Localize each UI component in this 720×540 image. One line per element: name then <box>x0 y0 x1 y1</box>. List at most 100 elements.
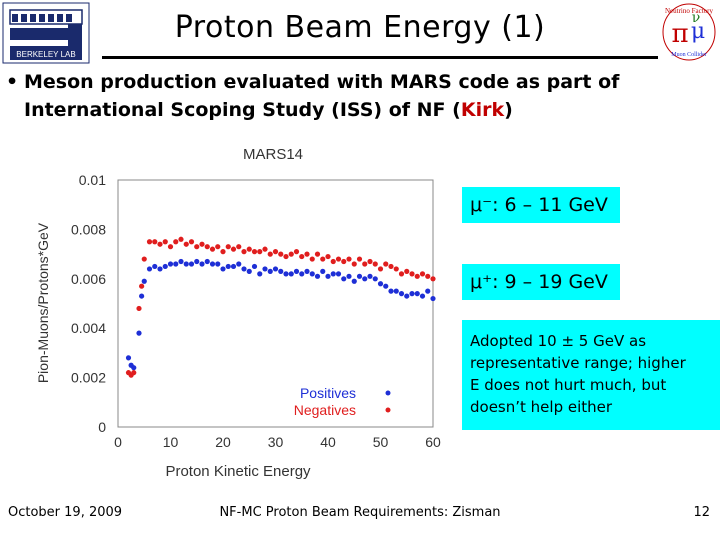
data-point-positives <box>430 295 436 302</box>
note-line-1: Adopted 10 ± 5 GeV as <box>470 332 647 350</box>
data-point-positives <box>320 268 326 274</box>
data-point-positives <box>178 258 184 265</box>
data-point-negatives <box>430 276 436 282</box>
data-point-positives <box>341 276 347 282</box>
data-point-negatives <box>131 370 137 376</box>
data-point-negatives <box>372 261 378 267</box>
data-point-positives <box>309 271 315 277</box>
x-tick-label: 50 <box>373 434 389 450</box>
page-number: 12 <box>693 505 710 520</box>
data-point-negatives <box>188 239 195 245</box>
data-point-negatives <box>404 268 410 274</box>
data-point-positives <box>267 268 273 274</box>
pi-symbol-icon: π <box>671 19 688 49</box>
data-point-negatives <box>194 244 200 250</box>
data-point-positives <box>215 261 221 267</box>
bullet-line-1: Meson production evaluated with MARS cod… <box>24 71 620 93</box>
data-point-negatives <box>152 239 158 245</box>
adopted-range-note: Adopted 10 ± 5 GeV as representative ran… <box>462 320 720 430</box>
data-point-negatives <box>393 266 399 272</box>
mu-minus-range: μ⁻: 6 – 11 GeV <box>470 194 608 216</box>
berkeley-lab-logo: BERKELEY LAB <box>2 2 90 64</box>
data-point-positives <box>125 355 132 361</box>
data-point-negatives <box>362 261 368 267</box>
data-point-negatives <box>388 263 394 270</box>
data-point-negatives <box>425 273 431 279</box>
data-point-negatives <box>356 256 363 262</box>
data-point-positives <box>194 258 200 265</box>
bullet-line-2: International Scoping Study (ISS) of NF … <box>24 96 513 124</box>
chart-legend: Positives Negatives <box>294 385 391 418</box>
nu-symbol-icon: ν <box>692 10 701 26</box>
mu-minus-callout: μ⁻: 6 – 11 GeV <box>462 187 620 223</box>
note-line-2: representative range; higher <box>470 354 686 372</box>
data-point-negatives <box>136 305 142 312</box>
data-point-negatives <box>330 258 336 265</box>
data-point-negatives <box>146 239 153 245</box>
data-point-negatives <box>236 244 242 250</box>
data-point-negatives <box>278 251 284 257</box>
x-tick-label: 60 <box>425 434 441 450</box>
data-point-positives <box>299 271 305 277</box>
data-point-positives <box>351 278 357 284</box>
data-point-positives <box>136 330 142 336</box>
data-point-negatives <box>320 256 326 262</box>
data-point-positives <box>388 288 394 294</box>
data-point-positives <box>293 268 300 274</box>
data-point-positives <box>346 273 352 279</box>
data-point-positives <box>188 261 195 267</box>
data-point-positives <box>362 276 368 282</box>
data-point-negatives <box>283 253 289 260</box>
bullet-line-2-prefix: International Scoping Study (ISS) of NF … <box>24 99 461 121</box>
data-point-positives <box>173 261 179 267</box>
x-tick-label: 40 <box>320 434 336 450</box>
data-point-negatives <box>293 249 300 255</box>
data-point-positives <box>251 263 258 270</box>
data-point-negatives <box>367 258 373 265</box>
data-point-negatives <box>325 253 331 260</box>
data-point-negatives <box>173 239 179 245</box>
data-point-positives <box>220 266 226 272</box>
data-point-positives <box>283 271 289 277</box>
data-point-positives <box>278 268 284 274</box>
x-tick-label: 0 <box>114 434 122 450</box>
data-point-positives <box>356 273 363 279</box>
y-tick-label: 0 <box>98 419 106 435</box>
data-point-negatives <box>199 241 205 247</box>
data-point-negatives <box>377 266 384 272</box>
legend-marker-positives <box>385 390 391 396</box>
data-point-positives <box>383 283 389 289</box>
data-point-positives <box>372 276 378 282</box>
legend-marker-negatives <box>385 407 391 413</box>
kirk-reference: Kirk <box>460 99 505 121</box>
chart-title: MARS14 <box>243 146 303 163</box>
x-tick-label: 10 <box>163 434 179 450</box>
data-point-positives <box>230 263 237 270</box>
data-point-negatives <box>157 241 163 247</box>
data-point-negatives <box>414 273 420 279</box>
data-point-positives <box>246 268 252 274</box>
data-point-positives <box>152 263 158 270</box>
data-point-negatives <box>141 256 147 262</box>
data-point-negatives <box>204 244 210 250</box>
data-point-positives <box>330 271 336 277</box>
data-point-negatives <box>304 251 310 257</box>
data-points <box>125 236 436 378</box>
data-point-positives <box>183 261 189 267</box>
note-text: Adopted 10 ± 5 GeV as representative ran… <box>470 330 718 418</box>
data-point-negatives <box>409 271 415 277</box>
data-point-positives <box>304 268 310 274</box>
y-tick-label: 0.01 <box>79 172 106 188</box>
data-point-negatives <box>351 261 357 267</box>
y-tick-label: 0.006 <box>71 271 106 287</box>
data-point-positives <box>377 281 384 287</box>
data-point-negatives <box>309 256 315 262</box>
data-point-negatives <box>183 241 189 247</box>
data-point-negatives <box>272 249 279 255</box>
data-point-positives <box>225 263 231 270</box>
y-tick-label: 0.002 <box>71 370 106 386</box>
data-point-positives <box>257 271 263 277</box>
data-point-positives <box>199 261 205 267</box>
mars14-scatter-chart: MARS14 0 0.002 0.004 0.006 0.008 0.01 0 10 20 30… <box>35 146 441 480</box>
data-point-positives <box>241 266 247 272</box>
